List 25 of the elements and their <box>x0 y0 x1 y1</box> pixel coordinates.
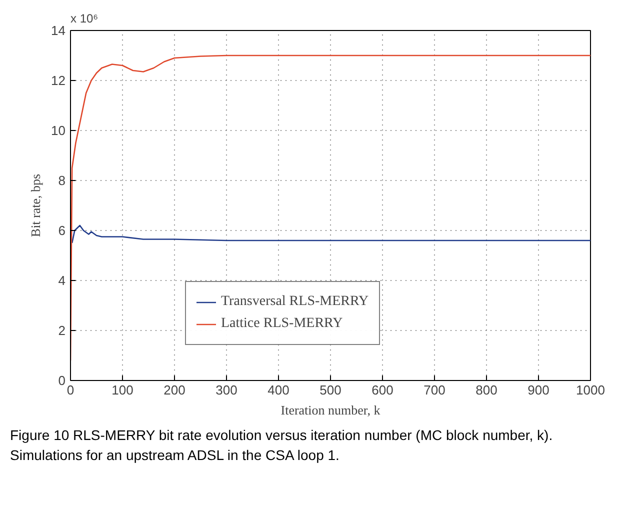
y-tick-label: 0 <box>58 373 66 388</box>
x-axis-title: Iteration number, k <box>280 402 381 418</box>
y-axis-title: Bit rate, bps <box>28 174 44 238</box>
x-tick-label: 200 <box>164 382 186 398</box>
x-tick-label: 500 <box>320 382 342 398</box>
x-tick-label: 900 <box>528 382 550 398</box>
x-tick-label: 600 <box>372 382 394 398</box>
x-tick-label: 300 <box>216 382 238 398</box>
y-tick-label: 6 <box>58 223 66 238</box>
y-tick-label: 4 <box>58 273 66 288</box>
text: x 10⁶ <box>70 12 98 26</box>
caption: Figure 10 RLS-MERRY bit rate evolution versus iteration number (MC block number, k). Simulations for an upstream ADSL in the CSA loop 1. <box>10 426 554 465</box>
y-tick-label: 10 <box>51 123 66 138</box>
line-series <box>71 224 590 244</box>
y-tick-label: 8 <box>58 173 66 188</box>
y-tick-label: 2 <box>58 323 66 338</box>
x-tick-label: 800 <box>476 382 498 398</box>
legend-label: Lattice RLS-MERRY <box>221 316 343 332</box>
x-tick-label: 1000 <box>576 382 605 398</box>
y-tick-label: 14 <box>51 23 66 38</box>
x-tick-label: 100 <box>112 382 134 398</box>
x-tick-label: 400 <box>268 382 290 398</box>
legend-label: Transversal RLS-MERRY <box>221 294 369 310</box>
y-tick-label: 12 <box>51 73 66 88</box>
x-tick-label: 700 <box>424 382 446 398</box>
